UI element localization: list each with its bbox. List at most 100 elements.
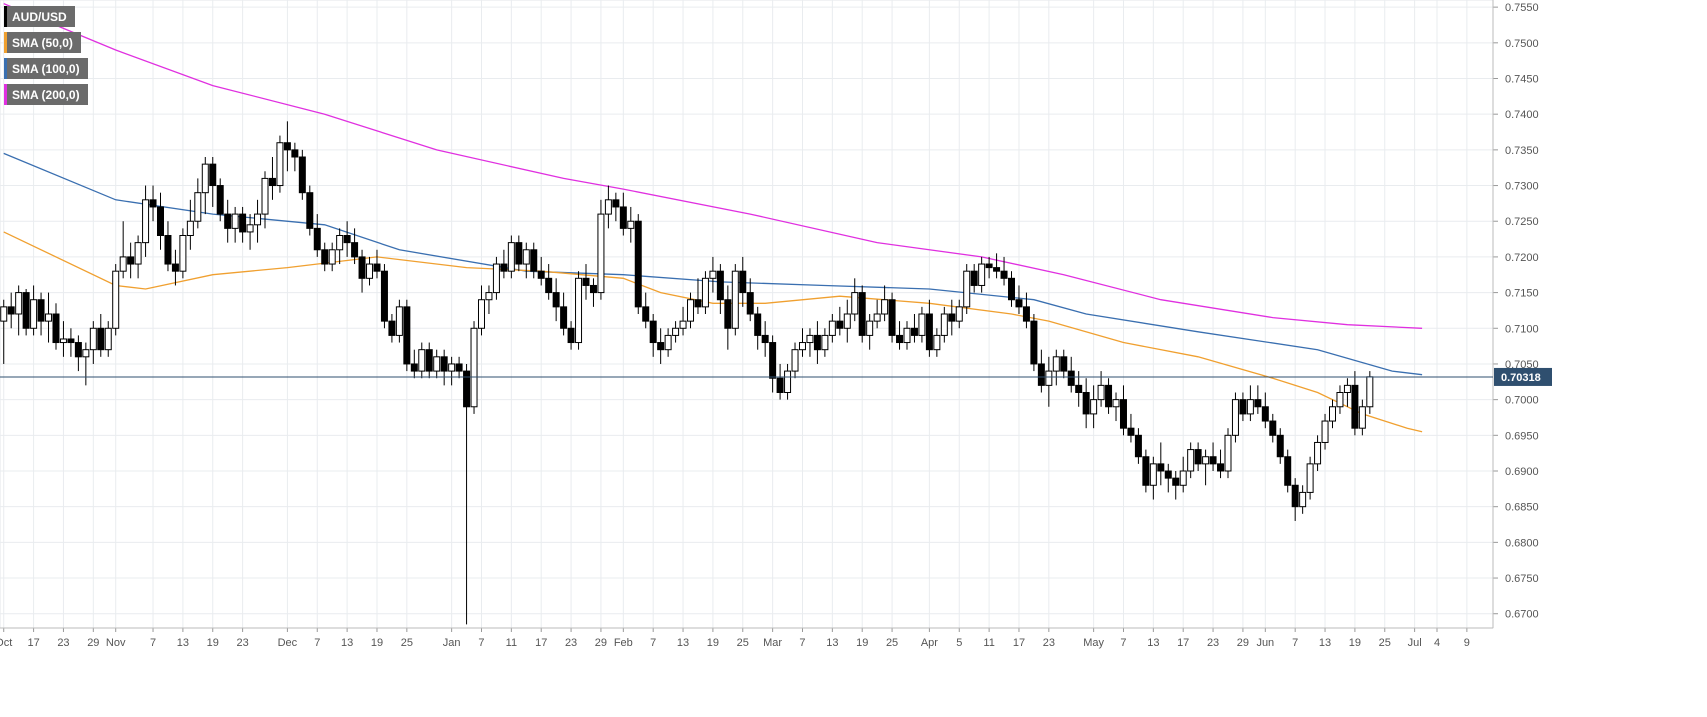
- candle-body: [425, 349, 433, 372]
- candle-body: [896, 334, 904, 344]
- candle-body: [1224, 434, 1232, 472]
- candle-body: [537, 270, 545, 279]
- candle-body: [328, 249, 336, 265]
- x-tick-label: 25: [737, 637, 749, 649]
- x-tick-label: 17: [535, 637, 547, 649]
- candle-body: [1127, 427, 1135, 436]
- x-tick-label: 13: [341, 637, 353, 649]
- legend-label-sma-50: SMA (50,0): [12, 35, 73, 50]
- candle-body: [821, 334, 829, 351]
- candle-body: [993, 267, 1001, 272]
- candle-body: [873, 313, 881, 322]
- candle-body: [276, 142, 284, 187]
- legend-item-sma-50[interactable]: SMA (50,0): [4, 32, 81, 53]
- x-tick-label: 19: [856, 637, 868, 649]
- current-price-label: 0.70318: [1501, 372, 1541, 384]
- candle-body: [194, 192, 202, 222]
- candle-body: [575, 277, 583, 344]
- candle-body: [261, 177, 269, 215]
- candle-body: [709, 270, 717, 279]
- candle-body: [216, 185, 224, 215]
- candle-body: [59, 338, 67, 344]
- legend-item-sma-100[interactable]: SMA (100,0): [4, 58, 88, 79]
- candle-body: [1060, 356, 1068, 372]
- y-tick-label: 0.6700: [1505, 609, 1539, 621]
- candle-body: [627, 220, 635, 229]
- candle-body: [836, 320, 844, 329]
- candle-body: [582, 277, 590, 286]
- x-tick-label: 23: [57, 637, 69, 649]
- candle-body: [1217, 463, 1225, 472]
- x-tick-label: 23: [1207, 637, 1219, 649]
- sma-100-line: [3, 152, 1423, 376]
- candle-body: [612, 199, 620, 208]
- candle-body: [179, 235, 187, 272]
- x-tick-label: Mar: [763, 637, 782, 649]
- x-tick-label: 7: [478, 637, 484, 649]
- candle-body: [1134, 434, 1142, 458]
- candle-body: [1149, 463, 1157, 486]
- candle-body: [806, 334, 814, 344]
- candle-body: [1351, 384, 1359, 429]
- candle-body: [948, 313, 956, 322]
- candle-body: [67, 338, 75, 344]
- candle-body: [1105, 384, 1113, 408]
- candle-body: [336, 235, 344, 251]
- candle-body: [1239, 399, 1247, 415]
- candle-body: [1269, 420, 1277, 436]
- candle-body: [313, 227, 321, 251]
- candle-body: [1254, 399, 1262, 408]
- y-tick-label: 0.7550: [1505, 2, 1539, 14]
- candle-body: [395, 306, 403, 336]
- x-tick-label: Jun: [1256, 637, 1274, 649]
- candle-body: [1119, 399, 1127, 429]
- candle-body: [530, 249, 538, 272]
- candle-body: [15, 292, 23, 315]
- candle-body: [1202, 456, 1210, 465]
- candle-body: [1008, 277, 1016, 301]
- candle-body: [477, 299, 485, 329]
- candle-body: [1306, 463, 1314, 493]
- legend-label-sma-100: SMA (100,0): [12, 61, 80, 76]
- candle-body: [679, 320, 687, 329]
- candle-body: [239, 213, 247, 233]
- candle-body: [1291, 484, 1299, 508]
- candle-body: [492, 263, 500, 294]
- candle-body: [1366, 376, 1374, 408]
- y-tick-label: 0.7150: [1505, 288, 1539, 300]
- candle-body: [1172, 477, 1180, 486]
- x-tick-label: Oct: [0, 637, 12, 649]
- candle-body: [231, 213, 239, 229]
- candle-body: [1336, 392, 1344, 408]
- x-tick-label: 13: [677, 637, 689, 649]
- candle-body: [522, 249, 530, 265]
- y-tick-label: 0.6750: [1505, 573, 1539, 585]
- x-tick-label: 19: [707, 637, 719, 649]
- candle-body: [597, 213, 605, 294]
- x-tick-label: 7: [1120, 637, 1126, 649]
- legend-item-price[interactable]: AUD/USD: [4, 6, 75, 27]
- candle-body: [701, 277, 709, 308]
- x-tick-label: 29: [595, 637, 607, 649]
- candle-body: [881, 299, 889, 315]
- x-tick-label: Dec: [278, 637, 298, 649]
- candle-body: [1045, 370, 1053, 386]
- candle-body: [1321, 420, 1329, 443]
- x-tick-label: 13: [1147, 637, 1159, 649]
- candle-body: [634, 220, 642, 308]
- x-tick-label: 7: [150, 637, 156, 649]
- candle-body: [589, 284, 597, 294]
- candle-body: [201, 163, 209, 194]
- candle-body: [0, 306, 8, 322]
- candle-body: [619, 206, 627, 229]
- candle-body: [104, 327, 112, 351]
- y-tick-label: 0.7350: [1505, 145, 1539, 157]
- legend-item-sma-200[interactable]: SMA (200,0): [4, 84, 88, 105]
- candle-body: [955, 306, 963, 322]
- x-tick-label: May: [1083, 637, 1104, 649]
- x-tick-label: 4: [1434, 637, 1440, 649]
- y-tick-label: 0.7400: [1505, 109, 1539, 121]
- candle-body: [373, 263, 381, 272]
- x-tick-label: 7: [650, 637, 656, 649]
